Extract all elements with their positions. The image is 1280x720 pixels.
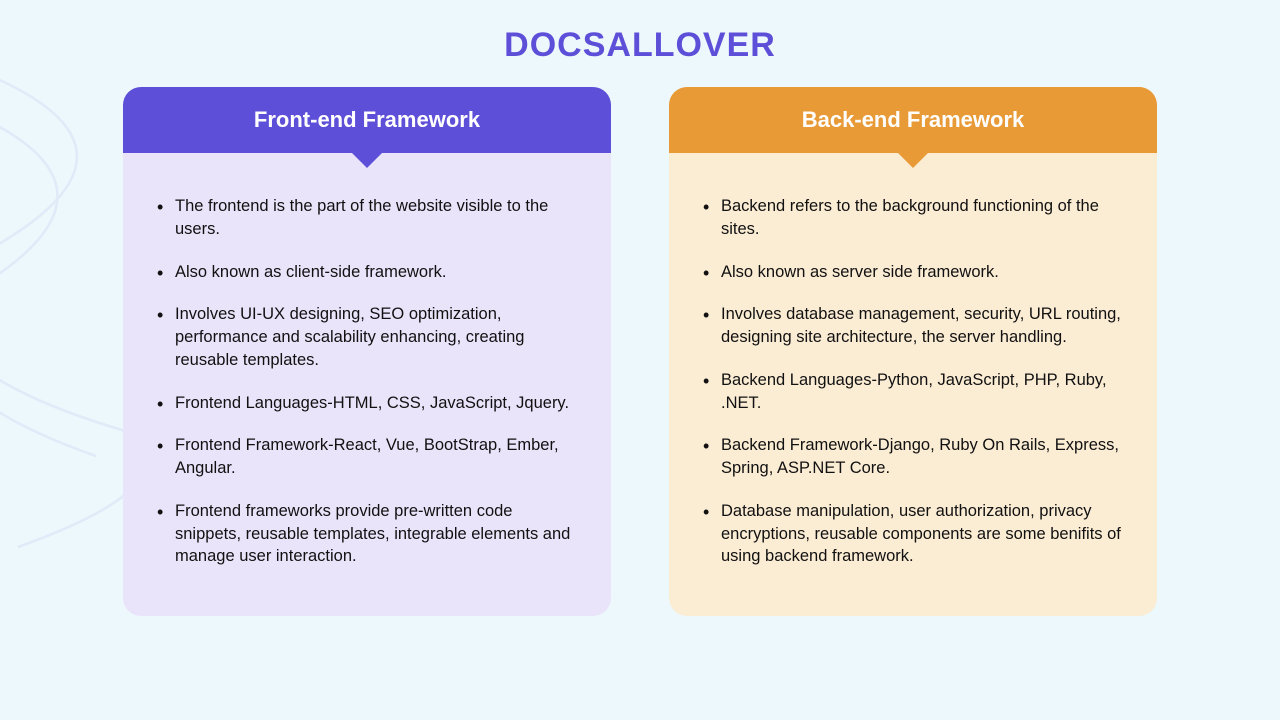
- list-item: Frontend Framework-React, Vue, BootStrap…: [157, 434, 577, 480]
- list-item: Backend refers to the background functio…: [703, 195, 1123, 241]
- page-title: DOCSALLOVER: [0, 0, 1280, 65]
- card-frontend-body: The frontend is the part of the website …: [123, 153, 611, 598]
- list-item: Involves database management, security, …: [703, 303, 1123, 349]
- card-frontend-title: Front-end Framework: [254, 107, 480, 133]
- list-item: Frontend Languages-HTML, CSS, JavaScript…: [157, 392, 577, 415]
- list-item: Backend Framework-Django, Ruby On Rails,…: [703, 434, 1123, 480]
- card-frontend-header: Front-end Framework: [123, 87, 611, 153]
- card-frontend: Front-end Framework The frontend is the …: [123, 87, 611, 616]
- cards-row: Front-end Framework The frontend is the …: [0, 87, 1280, 616]
- card-backend-list: Backend refers to the background functio…: [703, 195, 1123, 568]
- list-item: Backend Languages-Python, JavaScript, PH…: [703, 369, 1123, 415]
- card-frontend-list: The frontend is the part of the website …: [157, 195, 577, 568]
- card-backend-title: Back-end Framework: [802, 107, 1025, 133]
- list-item: The frontend is the part of the website …: [157, 195, 577, 241]
- card-backend: Back-end Framework Backend refers to the…: [669, 87, 1157, 616]
- card-backend-header: Back-end Framework: [669, 87, 1157, 153]
- list-item: Also known as server side framework.: [703, 261, 1123, 284]
- list-item: Database manipulation, user authorizatio…: [703, 500, 1123, 568]
- list-item: Frontend frameworks provide pre-written …: [157, 500, 577, 568]
- list-item: Involves UI-UX designing, SEO optimizati…: [157, 303, 577, 371]
- list-item: Also known as client-side framework.: [157, 261, 577, 284]
- card-backend-body: Backend refers to the background functio…: [669, 153, 1157, 598]
